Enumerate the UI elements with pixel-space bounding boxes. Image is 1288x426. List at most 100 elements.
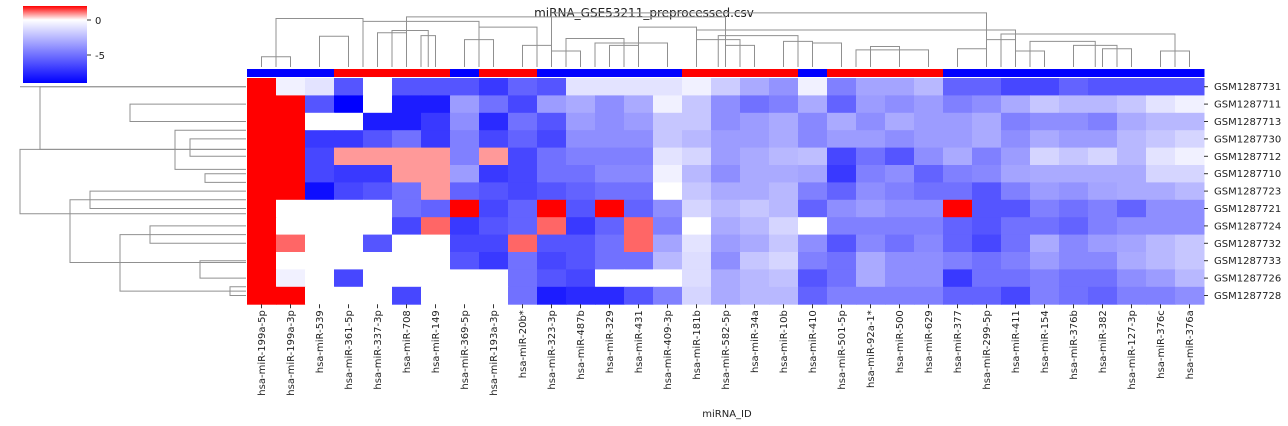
heatmap-cell xyxy=(305,95,335,114)
heatmap-cell xyxy=(508,112,538,131)
heatmap-cell xyxy=(798,78,828,96)
heatmap-cell xyxy=(392,199,422,218)
heatmap-cell xyxy=(392,252,422,270)
heatmap-cell xyxy=(334,182,364,201)
heatmap-cell xyxy=(479,130,509,149)
heatmap-cell xyxy=(276,95,306,114)
heatmap-cell xyxy=(363,147,393,166)
column-group-14 xyxy=(653,69,683,77)
heatmap-cell xyxy=(537,182,567,201)
heatmap-cell xyxy=(566,269,596,288)
heatmap-cell xyxy=(827,252,857,270)
heatmap-cell xyxy=(740,217,770,236)
heatmap-cell xyxy=(914,165,944,183)
heatmap-cell xyxy=(885,217,915,236)
dendrogram-link xyxy=(957,48,987,67)
heatmap-cell xyxy=(1146,130,1176,149)
heatmap-cell xyxy=(421,78,451,96)
heatmap-cell xyxy=(537,269,567,288)
heatmap-cell xyxy=(334,78,364,96)
heatmap-cell xyxy=(276,112,306,131)
heatmap-cell xyxy=(943,165,973,183)
heatmap-cell xyxy=(595,182,625,201)
heatmap-cell xyxy=(740,95,770,114)
colorbar-tick-1: -5 xyxy=(95,51,105,62)
heatmap-cell xyxy=(1030,286,1060,305)
heatmap-cell xyxy=(450,199,480,218)
heatmap-cell xyxy=(885,95,915,114)
row-label: GSM1287713 xyxy=(1214,117,1281,128)
dendrogram-link xyxy=(870,45,900,67)
heatmap-cell xyxy=(537,199,567,218)
heatmap-cell xyxy=(363,95,393,114)
heatmap-cell xyxy=(421,147,451,166)
heatmap-cell xyxy=(276,234,306,253)
colorbar: 0 -5 xyxy=(23,6,105,83)
heatmap-cell xyxy=(1088,269,1118,288)
column-group-9 xyxy=(508,69,538,77)
heatmap-cell xyxy=(798,182,828,201)
heatmap-cell xyxy=(1001,182,1031,201)
heatmap-cell xyxy=(276,182,306,201)
heatmap-cell xyxy=(537,252,567,270)
heatmap-cell xyxy=(1175,78,1205,96)
heatmap-cell xyxy=(595,234,625,253)
heatmap-cell xyxy=(421,217,451,236)
row-label: GSM1287710 xyxy=(1214,169,1281,180)
column-label: hsa-miR-582-5p xyxy=(721,310,732,389)
heatmap-cell xyxy=(537,78,567,96)
heatmap-cell xyxy=(1059,234,1089,253)
column-group-20 xyxy=(827,69,857,77)
heatmap-cell xyxy=(537,112,567,131)
column-label: hsa-miR-487b xyxy=(576,310,587,379)
heatmap-cell xyxy=(653,199,683,218)
heatmap-cell xyxy=(972,165,1002,183)
column-label: hsa-miR-431 xyxy=(634,310,645,373)
heatmap-cell xyxy=(1030,112,1060,131)
heatmap-cell xyxy=(943,147,973,166)
heatmap-cell xyxy=(682,217,712,236)
heatmap-cell xyxy=(624,95,654,114)
heatmap-cell xyxy=(653,147,683,166)
heatmap-cell xyxy=(740,269,770,288)
heatmap-cell xyxy=(479,199,509,218)
heatmap-cell xyxy=(885,234,915,253)
column-label: hsa-miR-382 xyxy=(1098,310,1109,373)
column-label: hsa-miR-193a-3p xyxy=(489,310,500,396)
heatmap-cell xyxy=(276,199,306,218)
column-group-23 xyxy=(914,69,944,77)
heatmap-cell xyxy=(769,130,799,149)
heatmap-cell xyxy=(856,199,886,218)
heatmap-cell xyxy=(305,286,335,305)
heatmap-cell xyxy=(972,182,1002,201)
heatmap-cell xyxy=(247,130,277,149)
heatmap-cell xyxy=(595,252,625,270)
heatmap-cell xyxy=(566,234,596,253)
heatmap-cell xyxy=(247,234,277,253)
heatmap-cell xyxy=(1059,165,1089,183)
heatmap-cell xyxy=(392,147,422,166)
heatmap-cell xyxy=(1175,182,1205,201)
heatmap-cell xyxy=(334,234,364,253)
heatmap-cell xyxy=(1088,95,1118,114)
heatmap-cell xyxy=(247,78,277,96)
column-group-13 xyxy=(624,69,654,77)
heatmap-cell xyxy=(624,286,654,305)
heatmap-cell xyxy=(305,147,335,166)
heatmap-cell xyxy=(508,95,538,114)
heatmap-cell xyxy=(363,112,393,131)
dendrogram-link xyxy=(696,29,1016,67)
heatmap-cell xyxy=(769,234,799,253)
heatmap-cell xyxy=(769,269,799,288)
heatmap-cell xyxy=(1117,182,1147,201)
dendrogram-link xyxy=(717,35,799,67)
heatmap-cell xyxy=(595,112,625,131)
heatmap-cell xyxy=(537,147,567,166)
heatmap-cell xyxy=(711,182,741,201)
heatmap-cell xyxy=(595,199,625,218)
heatmap-cell xyxy=(943,199,973,218)
heatmap-cell xyxy=(276,217,306,236)
heatmap-cell xyxy=(856,112,886,131)
row-label: GSM1287728 xyxy=(1214,291,1281,302)
heatmap-cell xyxy=(798,269,828,288)
